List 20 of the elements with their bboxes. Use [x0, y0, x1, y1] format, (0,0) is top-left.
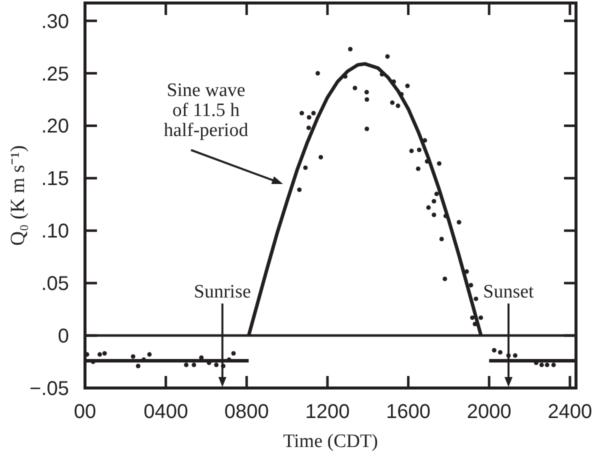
y-tick-label: .20	[41, 116, 69, 138]
x-tick-label: 00	[74, 401, 96, 424]
x-tick-label: 2000	[466, 401, 512, 424]
x-axis-title: Time (CDT)	[283, 431, 378, 452]
y-tick-label: .15	[41, 168, 69, 190]
y-tick-label: .10	[41, 220, 69, 243]
ref-line-label: Sunset	[483, 282, 535, 303]
y-tick-label: −.05	[30, 378, 69, 400]
y-tick-label: .05	[41, 273, 69, 296]
x-tick-label: 0400	[144, 401, 188, 424]
x-tick-label: 1200	[305, 401, 350, 424]
y-tick-label: 0	[58, 326, 69, 348]
ref-line-label: Sunrise	[194, 282, 251, 303]
x-tick-label: 1600	[386, 401, 431, 424]
y-tick-label: .25	[41, 63, 69, 86]
annotation: Sine wave of 11.5 h half-period	[164, 80, 249, 141]
y-axis-title: Q₀ (K m s⁻¹)	[7, 145, 29, 246]
x-tick-label: 0800	[224, 401, 269, 424]
y-tick-label: .30	[41, 10, 69, 33]
x-tick-label: 2400	[548, 401, 592, 424]
